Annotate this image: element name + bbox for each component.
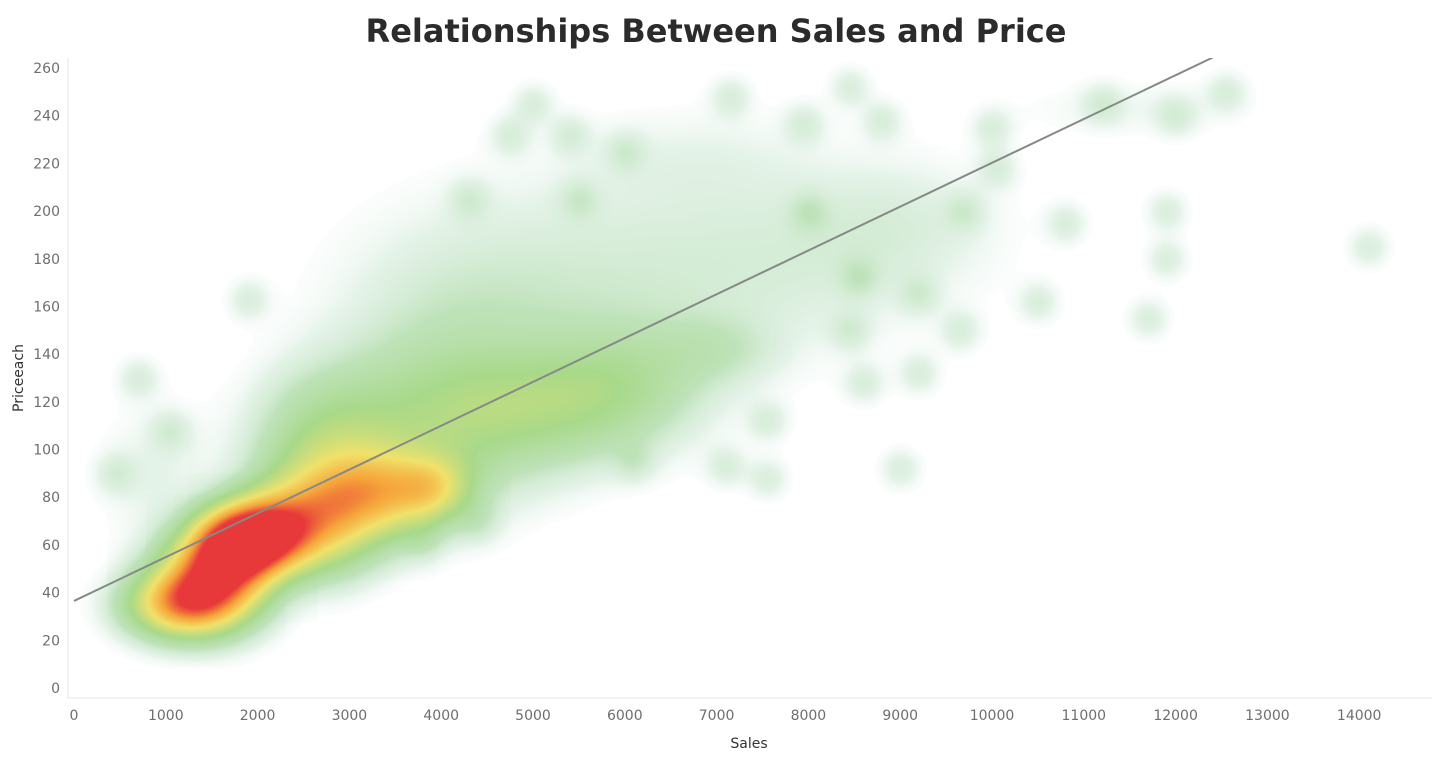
y-tick-label: 0 <box>51 681 60 697</box>
y-tick-label: 120 <box>33 395 60 411</box>
y-tick-labels: 0 20 40 60 80 100 120 140 160 180 200 220 240 260 <box>33 61 60 697</box>
x-tick-label: 2000 <box>240 708 276 724</box>
y-tick-label: 80 <box>42 490 60 506</box>
x-tick-label: 5000 <box>515 708 551 724</box>
y-tick-label: 20 <box>42 633 60 649</box>
y-tick-label: 140 <box>33 347 60 363</box>
y-tick-label: 200 <box>33 204 60 220</box>
x-tick-label: 14000 <box>1337 708 1382 724</box>
y-tick-label: 260 <box>33 61 60 77</box>
x-tick-label: 1000 <box>148 708 184 724</box>
x-tick-label: 10000 <box>970 708 1015 724</box>
y-tick-label: 220 <box>33 156 60 172</box>
y-tick-label: 40 <box>42 586 60 602</box>
y-tick-label: 100 <box>33 443 60 459</box>
y-tick-label: 240 <box>33 109 60 125</box>
x-tick-label: 9000 <box>882 708 918 724</box>
x-tick-label: 0 <box>70 708 79 724</box>
x-tick-label: 11000 <box>1062 708 1107 724</box>
y-tick-label: 180 <box>33 252 60 268</box>
x-tick-label: 7000 <box>699 708 735 724</box>
x-tick-label: 6000 <box>607 708 643 724</box>
x-tick-labels: 0 1000 2000 3000 4000 5000 6000 7000 8000 9000 100… <box>70 708 1382 724</box>
x-axis-label: Sales <box>730 736 767 752</box>
trend-line <box>73 58 1214 602</box>
x-tick-label: 3000 <box>332 708 368 724</box>
y-tick-label: 160 <box>33 299 60 315</box>
x-tick-label: 8000 <box>791 708 827 724</box>
y-tick-label: 60 <box>42 538 60 554</box>
x-tick-label: 13000 <box>1245 708 1290 724</box>
chart-title: Relationships Between Sales and Price <box>366 12 1067 50</box>
y-axis-label: Priceeach <box>11 344 27 412</box>
x-tick-label: 4000 <box>423 708 459 724</box>
x-tick-label: 12000 <box>1153 708 1198 724</box>
